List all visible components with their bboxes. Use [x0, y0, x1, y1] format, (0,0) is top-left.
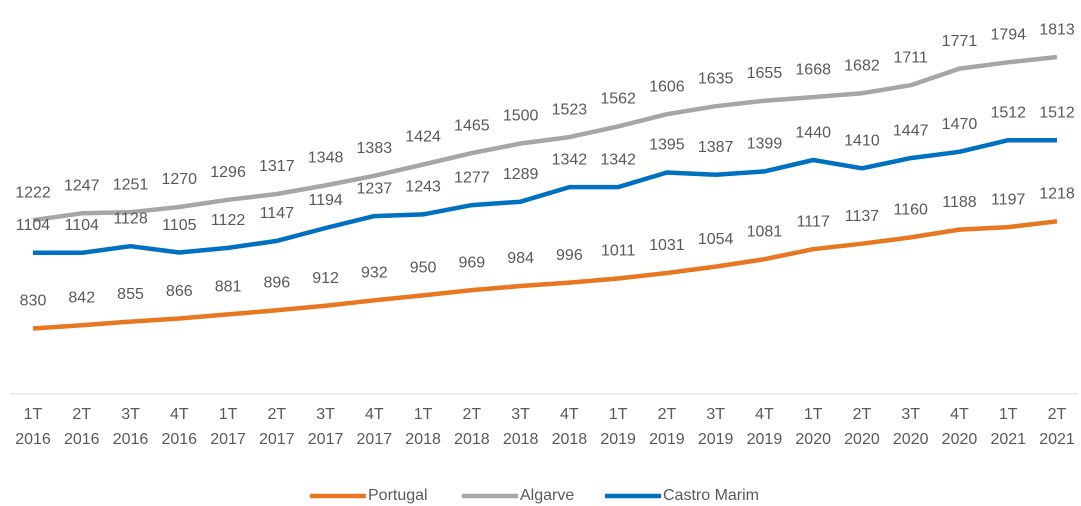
data-label: 1160 — [894, 202, 929, 219]
data-label: 932 — [361, 265, 388, 282]
data-label: 1277 — [454, 169, 490, 186]
data-label: 1794 — [990, 27, 1026, 44]
x-tick-label: 1T 2016 — [15, 406, 51, 448]
data-label: 1105 — [162, 217, 197, 234]
series-line — [32, 54, 1058, 223]
x-tick-label: 3T 2017 — [308, 406, 344, 448]
legend-label: Castro Marim — [663, 487, 759, 504]
x-tick-label: 3T 2016 — [113, 406, 149, 448]
x-tick-label: 4T 2020 — [942, 406, 978, 448]
x-tick-label: 3T 2020 — [893, 406, 929, 448]
data-label: 1270 — [161, 171, 197, 188]
data-label: 1410 — [844, 133, 880, 150]
x-tick-label: 2T 2021 — [1039, 406, 1075, 448]
x-tick-label: 2T 2017 — [259, 406, 295, 448]
data-label: 1122 — [211, 212, 246, 229]
data-label: 1383 — [357, 140, 393, 157]
data-label: 1655 — [747, 65, 783, 82]
data-label: 1348 — [308, 150, 344, 167]
data-label: 1054 — [698, 231, 734, 248]
legend-label: Portugal — [368, 487, 428, 504]
data-label: 1128 — [113, 210, 148, 227]
data-label: 1289 — [503, 166, 539, 183]
x-tick-label: 4T 2018 — [552, 406, 588, 448]
data-label: 896 — [263, 274, 290, 291]
data-label: 1342 — [600, 151, 636, 168]
x-tick-label: 4T 2019 — [747, 406, 783, 448]
x-tick-label: 2T 2020 — [844, 406, 880, 448]
data-label: 866 — [166, 283, 193, 300]
data-label: 1031 — [649, 237, 685, 254]
data-label: 1512 — [1039, 104, 1075, 121]
data-label: 1813 — [1039, 21, 1075, 38]
legend-label: Algarve — [520, 487, 574, 504]
x-tick-label: 3T 2018 — [503, 406, 539, 448]
data-label: 1081 — [747, 223, 783, 240]
data-label: 1222 — [15, 184, 51, 201]
x-tick-label: 1T 2018 — [405, 406, 441, 448]
data-label: 1668 — [795, 61, 831, 78]
data-label: 1440 — [795, 124, 831, 141]
data-label: 1251 — [113, 176, 149, 193]
data-label: 1711 — [894, 49, 929, 66]
data-label: 1317 — [259, 158, 295, 175]
data-label: 1523 — [552, 101, 588, 118]
data-label: 1218 — [1039, 186, 1075, 203]
data-label: 969 — [459, 254, 486, 271]
data-label: 1682 — [844, 57, 880, 74]
data-label: 1771 — [942, 33, 978, 50]
series-line — [33, 137, 1057, 256]
x-tick-label: 2T 2016 — [64, 406, 100, 448]
data-label: 1387 — [698, 139, 734, 156]
data-label: 1147 — [260, 205, 295, 222]
data-label: 1470 — [942, 116, 978, 133]
data-label: 1395 — [649, 137, 685, 154]
data-label: 1296 — [210, 164, 246, 181]
data-label: 1104 — [16, 217, 51, 234]
data-label: 842 — [68, 289, 95, 306]
data-label: 1465 — [454, 117, 490, 134]
data-label: 984 — [507, 250, 534, 267]
series-line — [32, 219, 1058, 331]
data-label: 1137 — [845, 208, 880, 225]
x-tick-label: 1T 2017 — [210, 406, 246, 448]
data-label: 1342 — [552, 151, 588, 168]
x-tick-label: 1T 2021 — [990, 406, 1026, 448]
data-label: 1512 — [990, 104, 1026, 121]
x-tick-label: 4T 2016 — [161, 406, 197, 448]
data-label: 1606 — [649, 78, 685, 95]
data-label: 1011 — [601, 243, 636, 260]
x-tick-label: 1T 2020 — [795, 406, 831, 448]
data-label: 1117 — [797, 213, 830, 230]
x-tick-label: 1T 2019 — [600, 406, 636, 448]
data-label: 950 — [410, 260, 437, 277]
data-label: 1104 — [65, 217, 100, 234]
data-label: 881 — [215, 279, 242, 296]
x-tick-label: 2T 2019 — [649, 406, 685, 448]
data-label: 1194 — [308, 192, 343, 209]
data-label: 855 — [117, 286, 144, 303]
data-label: 1197 — [991, 191, 1026, 208]
data-label: 1188 — [942, 194, 977, 211]
data-label: 1447 — [893, 122, 929, 139]
data-label: 830 — [20, 293, 47, 310]
data-label: 1424 — [405, 129, 441, 146]
data-label: 996 — [556, 247, 583, 264]
data-label: 1562 — [600, 91, 636, 108]
data-label: 1243 — [405, 179, 441, 196]
x-tick-label: 2T 2018 — [454, 406, 490, 448]
data-label: 1500 — [503, 108, 539, 125]
data-label: 1237 — [357, 180, 393, 197]
data-label: 1399 — [747, 136, 783, 153]
x-tick-label: 4T 2017 — [357, 406, 393, 448]
data-label: 1635 — [698, 70, 734, 87]
data-label: 912 — [312, 270, 339, 287]
x-tick-label: 3T 2019 — [698, 406, 734, 448]
data-label: 1247 — [64, 178, 100, 195]
